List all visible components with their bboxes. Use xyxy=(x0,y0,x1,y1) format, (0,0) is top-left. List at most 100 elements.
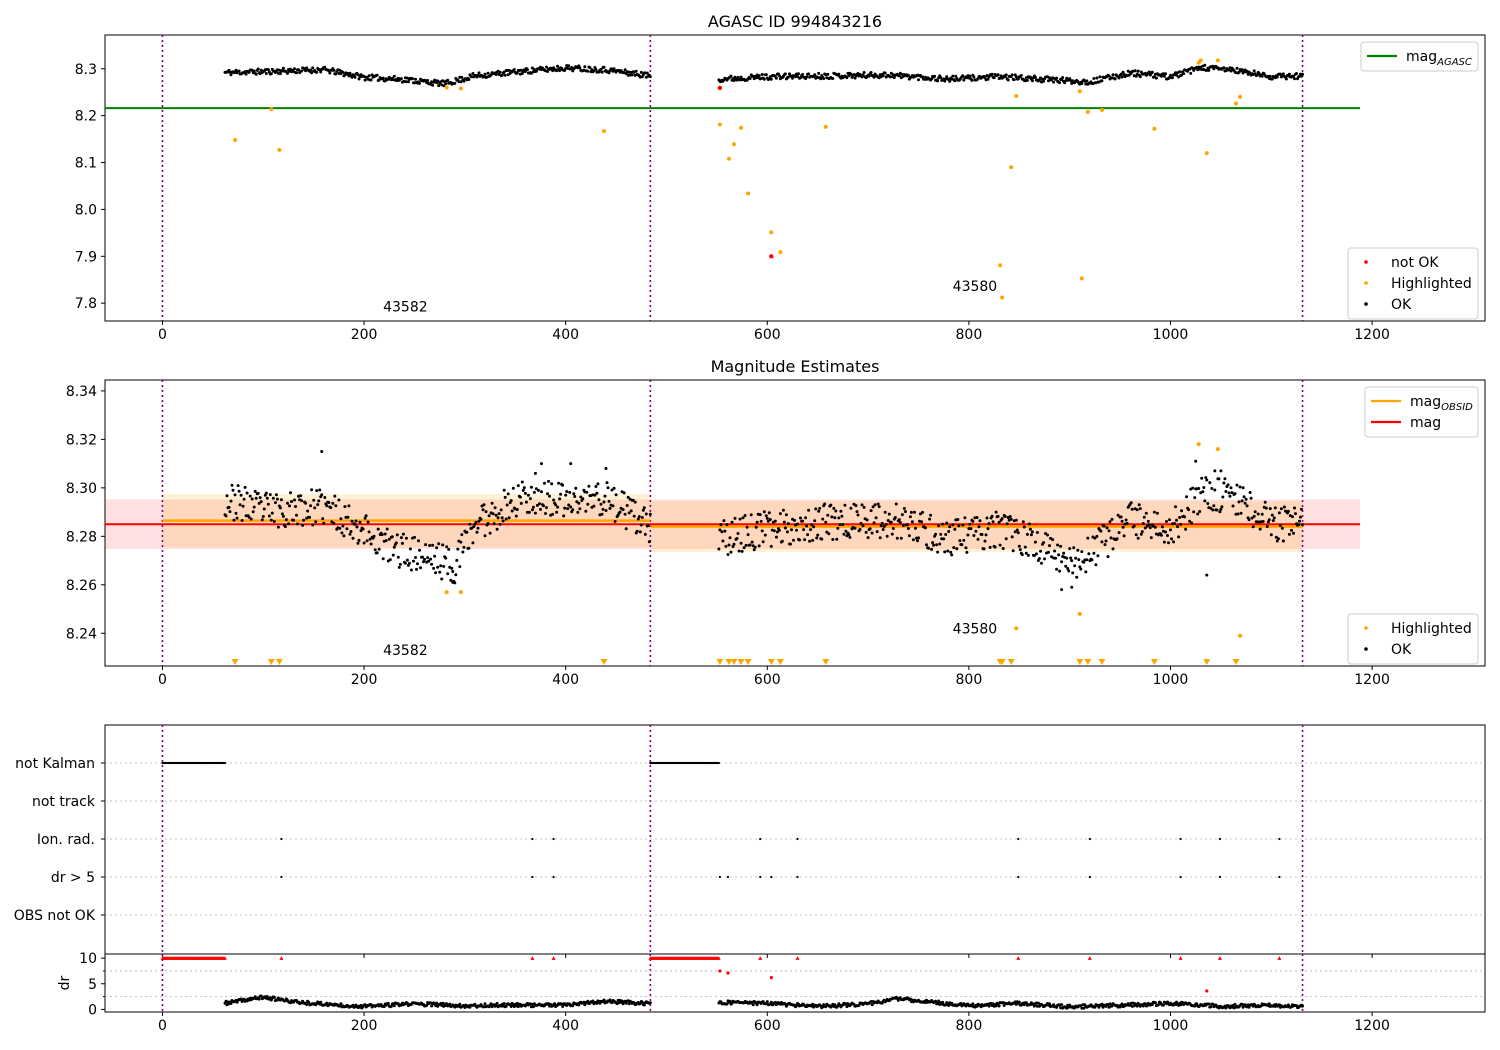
ok-point xyxy=(1195,1002,1199,1006)
x-tick-label: 600 xyxy=(754,672,781,688)
ok-point xyxy=(367,74,371,78)
ok-point xyxy=(1280,526,1284,530)
ok-point xyxy=(345,527,349,531)
ok-point xyxy=(1136,69,1140,73)
ok-point xyxy=(624,527,628,531)
ok-point xyxy=(785,530,789,534)
ok-point xyxy=(727,543,731,547)
ok-point xyxy=(388,558,392,562)
ok-point xyxy=(1113,77,1117,81)
ok-point xyxy=(1054,556,1058,560)
ok-point xyxy=(1080,82,1084,85)
ok-point xyxy=(1137,503,1141,507)
ok-point xyxy=(830,515,834,519)
ok-point xyxy=(1102,524,1106,528)
ok-point xyxy=(1233,492,1237,496)
ok-point xyxy=(807,72,811,76)
ok-point xyxy=(921,75,924,79)
ok-point xyxy=(530,508,534,512)
ok-point xyxy=(1187,508,1191,512)
flags-panel: not Kalman not track Ion. rad. dr > 5 OBS no… xyxy=(14,724,1486,958)
ok-point xyxy=(405,1001,409,1005)
ok-point xyxy=(1010,535,1014,539)
legend-swatch-dot xyxy=(1364,281,1368,285)
ok-point xyxy=(555,510,559,514)
legend-label: OK xyxy=(1391,297,1412,313)
ok-point xyxy=(296,522,299,526)
ok-point xyxy=(1040,561,1043,565)
ok-point xyxy=(557,481,561,485)
ok-point xyxy=(1213,469,1217,473)
ok-point xyxy=(276,525,280,529)
high-dr-point xyxy=(769,976,773,980)
ok-point xyxy=(814,507,818,511)
ok-point xyxy=(1087,552,1091,556)
highlighted-point xyxy=(717,122,722,127)
legend-frame xyxy=(1347,613,1479,665)
offscale-marker xyxy=(767,659,775,665)
highlighted-point xyxy=(778,250,783,255)
ok-point xyxy=(269,518,273,522)
ok-point xyxy=(735,537,739,540)
ok-point xyxy=(1222,66,1226,70)
ok-point xyxy=(533,471,537,475)
ok-point xyxy=(1213,488,1217,492)
ok-point xyxy=(809,528,813,532)
ok-point xyxy=(571,1004,575,1008)
ok-point xyxy=(1053,549,1057,553)
ok-point xyxy=(599,502,603,506)
ok-point xyxy=(437,542,441,546)
offscale-marker xyxy=(725,659,733,665)
highlighted-point xyxy=(1152,126,1157,131)
ok-point xyxy=(254,496,258,500)
capped-point xyxy=(1217,956,1222,960)
ok-point xyxy=(548,494,551,498)
ok-point xyxy=(286,501,289,505)
ok-point xyxy=(913,510,916,514)
highlighted-point xyxy=(823,124,828,129)
ok-point xyxy=(249,517,253,521)
ok-point xyxy=(417,539,420,543)
ok-point xyxy=(725,1002,729,1006)
ok-point xyxy=(1103,543,1107,547)
ok-point xyxy=(829,503,833,507)
highlighted-point xyxy=(1238,94,1243,99)
ok-point xyxy=(1220,505,1224,509)
ok-point xyxy=(1241,1005,1245,1009)
ok-point xyxy=(581,497,585,501)
ok-point xyxy=(422,560,425,564)
ok-point xyxy=(332,68,336,72)
ok-point xyxy=(504,517,508,521)
ok-point xyxy=(881,74,885,78)
ok-point xyxy=(340,531,344,535)
ok-point xyxy=(519,501,523,505)
ok-point xyxy=(1133,69,1137,73)
ok-point xyxy=(1222,481,1226,485)
ok-point xyxy=(1196,512,1200,516)
highlighted-point xyxy=(233,138,238,143)
ok-point xyxy=(1036,1001,1040,1005)
ok-point xyxy=(878,536,882,540)
ok-point xyxy=(602,65,606,69)
ok-point xyxy=(810,523,814,527)
ok-point xyxy=(1267,1002,1271,1006)
ok-point xyxy=(1236,512,1240,516)
ok-point xyxy=(538,502,541,506)
ok-point xyxy=(1176,525,1179,529)
x-tick-label: 0 xyxy=(158,327,167,343)
ok-point xyxy=(827,532,831,536)
ok-point xyxy=(413,535,416,539)
ok-point xyxy=(1224,490,1228,493)
ok-point xyxy=(1252,514,1256,518)
ok-point xyxy=(774,535,778,539)
ok-point xyxy=(454,573,458,577)
ok-point xyxy=(375,73,379,77)
ok-point xyxy=(831,538,835,541)
ok-point xyxy=(493,506,497,510)
ok-point xyxy=(583,65,587,69)
ok-point xyxy=(586,69,590,73)
ok-point xyxy=(974,529,978,533)
ok-point xyxy=(802,528,806,532)
legend-bottom: Highlighted OK xyxy=(1347,613,1479,665)
ok-point xyxy=(419,566,422,570)
